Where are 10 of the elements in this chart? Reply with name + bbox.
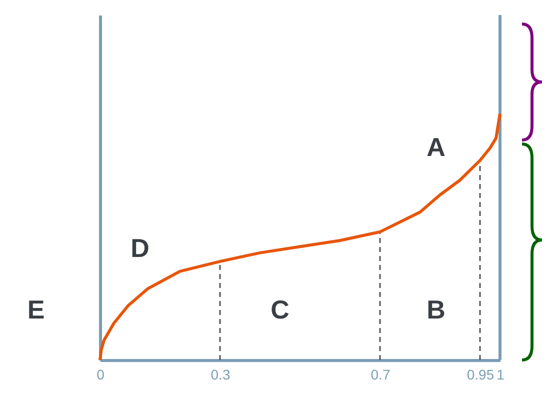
- x-tick-label: 1: [496, 366, 505, 382]
- x-tick-label: 0.3: [210, 366, 230, 382]
- annotation: A: [426, 132, 446, 162]
- text: E: [27, 294, 45, 325]
- x-tick-label: 0.7: [370, 366, 390, 382]
- annotation: D: [130, 233, 150, 264]
- annotation: B: [426, 294, 446, 325]
- annotation: C: [270, 294, 290, 325]
- x-tick-label: 0: [96, 366, 105, 382]
- x-tick-label: 0.95: [466, 366, 494, 382]
